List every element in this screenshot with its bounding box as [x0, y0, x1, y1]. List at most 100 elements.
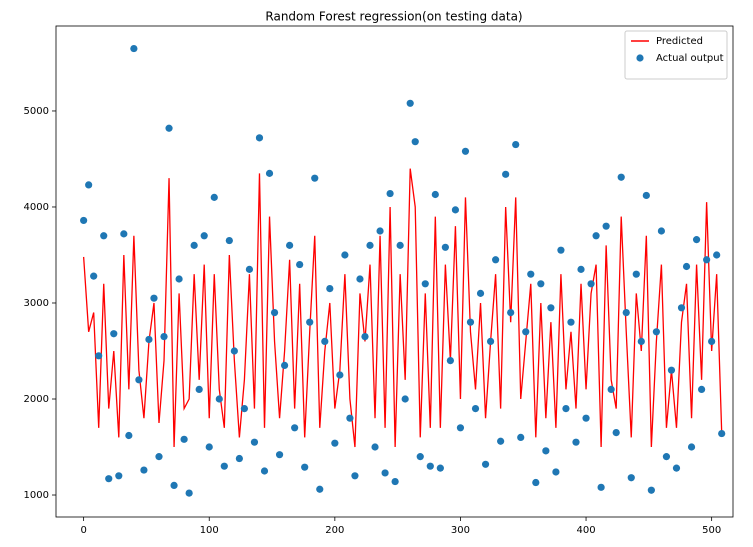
actual-point — [90, 272, 98, 280]
actual-point — [507, 308, 515, 317]
actual-point — [145, 335, 153, 344]
actual-point — [622, 308, 630, 317]
actual-point — [421, 280, 429, 288]
y-tick-label: 2000 — [24, 394, 49, 405]
x-tick-label: 500 — [702, 525, 721, 536]
actual-point — [351, 472, 359, 480]
actual-point — [441, 243, 449, 251]
actual-point — [341, 251, 349, 259]
actual-point — [110, 330, 118, 338]
actual-point — [321, 337, 329, 345]
actual-point — [486, 337, 495, 345]
actual-point — [356, 275, 364, 283]
actual-point — [230, 347, 238, 355]
actual-point — [597, 483, 605, 491]
actual-point — [612, 429, 620, 437]
actual-point — [672, 464, 681, 472]
actual-point — [456, 424, 465, 432]
actual-point — [451, 206, 460, 214]
actual-point — [466, 318, 475, 326]
actual-point — [396, 241, 404, 249]
actual-point — [476, 289, 485, 297]
actual-point — [235, 454, 243, 463]
actual-point — [446, 356, 454, 365]
actual-point — [200, 232, 208, 240]
actual-point — [677, 304, 686, 312]
actual-point — [376, 227, 384, 235]
actual-point — [527, 270, 535, 278]
actual-point — [517, 433, 525, 442]
actual-point — [547, 304, 555, 312]
axes-frame — [55, 25, 734, 518]
actual-point — [406, 99, 414, 107]
actual-point — [682, 262, 691, 271]
actual-point — [366, 241, 374, 249]
actual-point — [240, 405, 249, 413]
actual-point — [703, 256, 711, 264]
x-tick-label: 200 — [325, 525, 344, 536]
actual-point — [436, 464, 444, 472]
y-tick-label: 5000 — [24, 106, 49, 117]
actual-point — [602, 222, 610, 230]
actual-point — [662, 453, 671, 461]
actual-point — [175, 275, 183, 283]
actual-point — [265, 169, 274, 177]
legend-label: Actual output — [656, 53, 724, 64]
x-tick-label: 0 — [80, 525, 86, 536]
actual-point — [532, 478, 540, 487]
actual-point — [557, 246, 565, 254]
actual-point — [552, 468, 560, 476]
actual-point — [326, 284, 334, 293]
actual-point — [95, 352, 103, 360]
actual-point — [115, 472, 123, 480]
actual-point — [582, 414, 590, 422]
actual-point — [607, 385, 615, 394]
actual-point — [692, 236, 701, 244]
actual-point — [522, 328, 530, 336]
predicted-line — [82, 168, 723, 448]
actual-point — [627, 474, 635, 482]
actual-point — [125, 431, 133, 440]
actual-point — [572, 438, 580, 446]
actual-point — [481, 460, 490, 468]
actual-point — [587, 280, 595, 288]
legend-label: Predicted — [656, 36, 703, 47]
actual-point — [311, 174, 319, 182]
actual-point — [336, 371, 344, 379]
actual-point — [657, 227, 666, 235]
actual-point — [260, 467, 269, 475]
actual-point — [255, 134, 264, 142]
actual-point — [371, 443, 379, 451]
y-tick-label: 1000 — [24, 490, 49, 501]
actual-point — [708, 337, 716, 345]
actual-point — [386, 189, 394, 198]
actual-point — [667, 366, 676, 374]
actual-point — [461, 147, 470, 155]
actual-point — [687, 443, 696, 451]
actual-point — [502, 170, 510, 178]
actual-point — [713, 251, 721, 259]
actual-point — [130, 44, 138, 53]
actual-point — [220, 462, 228, 470]
actual-point — [592, 232, 600, 240]
actual-point — [306, 318, 314, 326]
actual-point — [160, 332, 168, 341]
actual-point — [185, 489, 193, 497]
plot-area — [80, 44, 726, 497]
actual-point — [250, 438, 259, 446]
actual-point — [80, 216, 88, 225]
x-tick-label: 300 — [451, 525, 470, 536]
actual-point — [210, 193, 218, 201]
actual-point — [416, 453, 424, 461]
actual-point — [270, 308, 279, 317]
actual-point — [497, 437, 505, 445]
y-tick-label: 3000 — [24, 298, 49, 309]
actual-point — [361, 332, 369, 341]
actual-point — [100, 232, 108, 240]
actual-point — [195, 385, 203, 394]
actual-point — [180, 435, 188, 443]
actual-point — [280, 361, 289, 369]
legend-box — [624, 30, 728, 80]
actual-point — [275, 451, 284, 459]
